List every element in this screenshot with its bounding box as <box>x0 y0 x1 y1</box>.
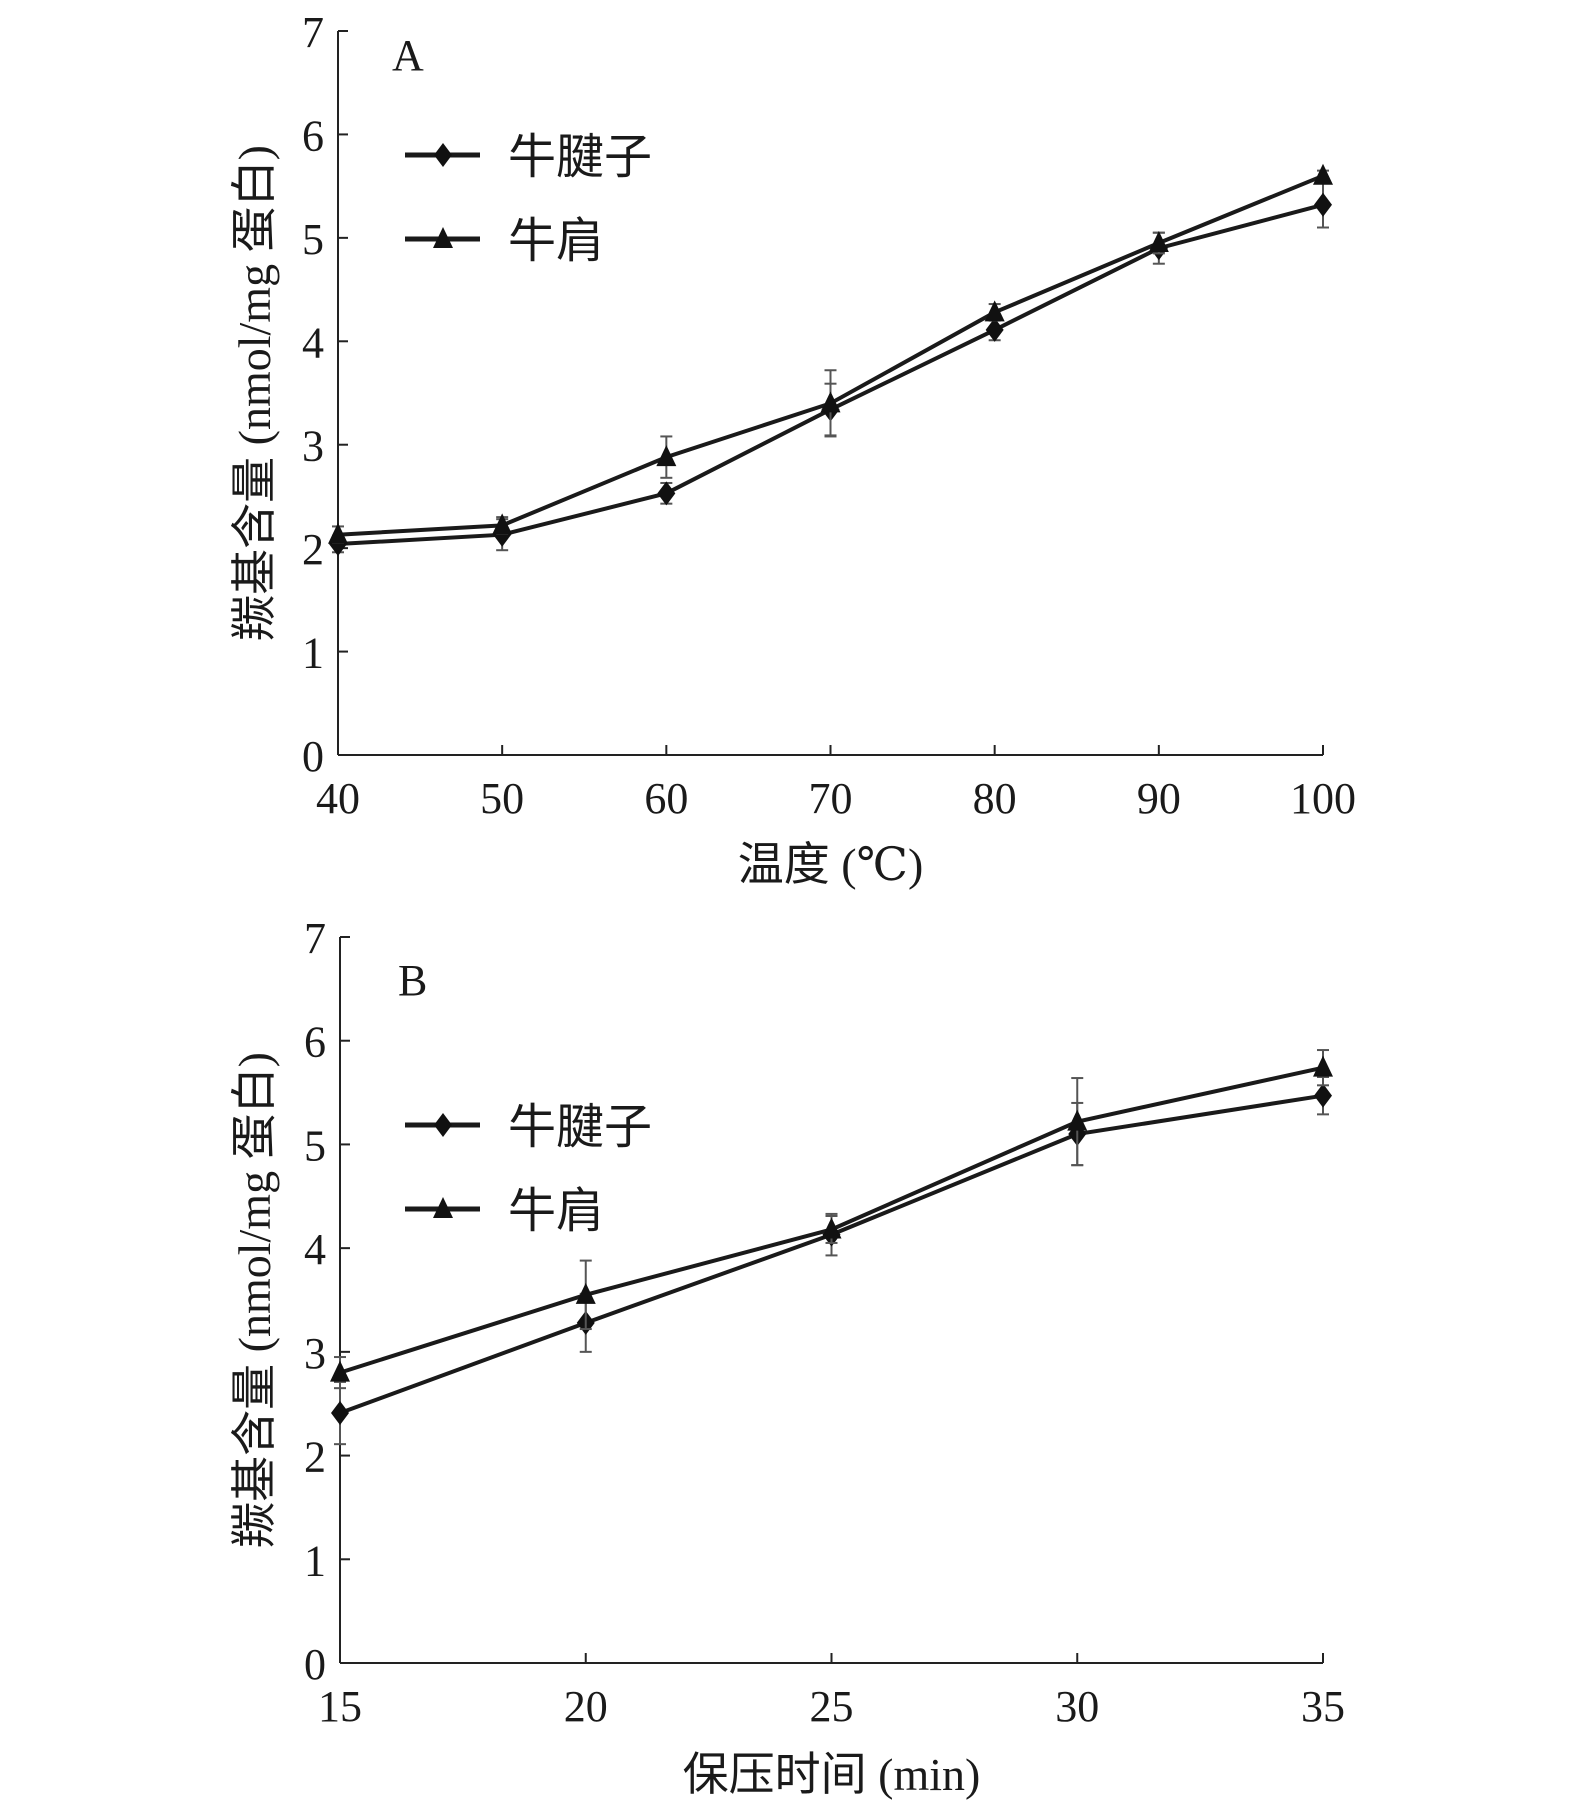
legend-marker-diamond <box>434 1113 452 1137</box>
y-axis-label: 羰基含量 (nmol/mg 蛋白) <box>229 1052 280 1548</box>
y-tick-label: 0 <box>304 1640 326 1689</box>
y-tick-label: 1 <box>302 629 324 678</box>
data-point-triangle <box>330 1360 350 1382</box>
y-tick-label: 3 <box>302 422 324 471</box>
y-tick-label: 1 <box>304 1536 326 1585</box>
y-tick-label: 5 <box>302 215 324 264</box>
data-point-triangle <box>1148 231 1169 253</box>
y-tick-label: 3 <box>304 1329 326 1378</box>
x-tick-label: 30 <box>1055 1682 1099 1731</box>
series-牛肩 <box>330 1049 1333 1390</box>
data-point-triangle <box>820 391 841 413</box>
data-point-triangle <box>1067 1109 1088 1131</box>
x-tick-label: 90 <box>1137 774 1181 823</box>
panel-label: B <box>398 956 427 1005</box>
y-tick-label: 6 <box>302 111 324 160</box>
y-axis-label: 羰基含量 (nmol/mg 蛋白) <box>229 145 280 641</box>
data-point-diamond <box>1314 192 1332 217</box>
y-tick-label: 2 <box>302 525 324 574</box>
y-tick-label: 7 <box>304 914 326 963</box>
legend-label: 牛肩 <box>508 215 604 268</box>
y-tick-label: 5 <box>304 1121 326 1170</box>
x-tick-label: 80 <box>973 774 1017 823</box>
y-tick-label: 4 <box>304 1225 326 1274</box>
data-point-triangle <box>656 445 677 467</box>
data-point-diamond <box>657 481 676 506</box>
x-tick-label: 70 <box>809 774 853 823</box>
y-tick-label: 7 <box>302 8 324 57</box>
x-tick-label: 60 <box>644 774 688 823</box>
data-point-diamond <box>331 1401 349 1426</box>
legend-item: 牛肩 <box>405 1185 604 1238</box>
series-牛腱子 <box>331 1076 1332 1446</box>
x-tick-label: 20 <box>564 1682 608 1731</box>
legend-item: 牛腱子 <box>405 131 652 184</box>
y-tick-label: 0 <box>302 732 324 781</box>
legend-label: 牛腱子 <box>508 1101 652 1154</box>
legend-marker-diamond <box>434 143 452 167</box>
chart-panel-A: 0 1 2 3 4 5 6 7 40 50 60 70 80 90 100 温度 (℃) 羰基含量 (nmol/… <box>229 8 1356 890</box>
panel-label: A <box>392 31 424 80</box>
data-point-triangle <box>328 522 348 544</box>
data-point-triangle <box>575 1282 596 1304</box>
data-point-triangle <box>492 513 513 535</box>
x-axis-label: 保压时间 (min) <box>683 1749 981 1800</box>
x-tick-label: 40 <box>316 774 360 823</box>
x-tick-label: 25 <box>810 1682 854 1731</box>
legend-item: 牛腱子 <box>405 1101 652 1154</box>
x-tick-label: 100 <box>1290 774 1356 823</box>
data-point-diamond <box>985 317 1004 342</box>
x-tick-label: 50 <box>480 774 524 823</box>
x-tick-label: 15 <box>318 1682 362 1731</box>
data-point-triangle <box>1313 1055 1333 1077</box>
legend-marker-triangle <box>433 1197 453 1218</box>
chart-panel-B: 0 1 2 3 4 5 6 7 15 20 25 30 35 保压时间 (min) 羰基含量 (nmol/m… <box>229 914 1345 1800</box>
legend-label: 牛腱子 <box>508 131 652 184</box>
legend-marker-triangle <box>433 227 453 248</box>
data-point-triangle <box>1313 163 1333 185</box>
legend-label: 牛肩 <box>508 1185 604 1238</box>
x-tick-label: 35 <box>1301 1682 1345 1731</box>
data-point-diamond <box>1314 1083 1332 1108</box>
data-point-triangle <box>984 300 1005 322</box>
y-tick-label: 6 <box>304 1018 326 1067</box>
series-line <box>337 173 1324 537</box>
y-tick-label: 4 <box>302 318 324 367</box>
data-point-triangle <box>821 1217 842 1239</box>
series-牛肩 <box>328 163 1333 544</box>
y-tick-label: 2 <box>304 1433 326 1482</box>
x-axis-label: 温度 (℃) <box>738 839 924 890</box>
legend-item: 牛肩 <box>405 215 604 268</box>
